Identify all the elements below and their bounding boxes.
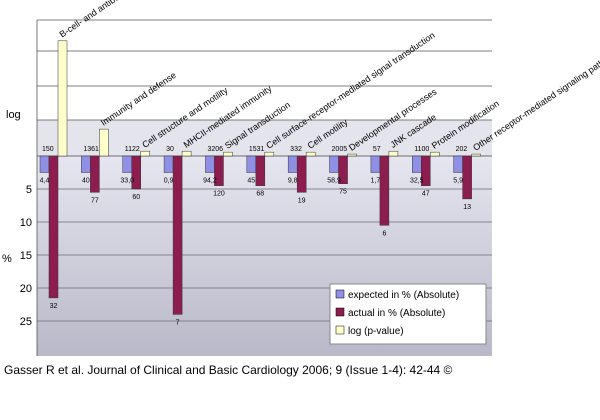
legend-label-expected: expected in % (Absolute) <box>348 290 459 301</box>
expected-label: 1,7 <box>371 178 381 185</box>
expected-label: 5,9 <box>453 178 463 185</box>
actual-label: 120 <box>213 191 225 198</box>
bar-expected <box>287 155 298 173</box>
bar-log-pvalue <box>471 153 481 157</box>
actual-label: 6 <box>382 230 386 237</box>
bar-log-pvalue <box>430 151 440 157</box>
bar-marks <box>39 40 481 315</box>
actual-label: 32 <box>50 303 58 310</box>
bar-expected <box>246 155 257 173</box>
bar-expected <box>39 155 50 173</box>
bar-actual <box>172 155 183 315</box>
actual-label: 19 <box>298 197 306 204</box>
bar-actual <box>131 155 141 190</box>
bar-log-pvalue <box>181 150 192 157</box>
bar-actual <box>214 155 224 186</box>
count-label: 1100 <box>414 146 429 153</box>
y-label-top: log <box>6 109 21 121</box>
bar-actual <box>296 155 307 193</box>
count-label: 1531 <box>249 146 265 153</box>
y-tick-label: 15 <box>20 250 32 262</box>
expected-label: 4,4 <box>40 178 50 185</box>
count-label: 2005 <box>332 146 348 153</box>
y-label-bottom: % <box>2 253 12 265</box>
legend-box <box>329 283 487 345</box>
count-label: 202 <box>456 146 468 153</box>
legend-swatch-log <box>335 325 345 335</box>
figure-caption: Gasser R et al. Journal of Clinical and … <box>4 363 453 377</box>
legend-label-actual: actual in % (Absolute) <box>348 308 445 319</box>
legend-label-log: log (p-value) <box>348 326 404 337</box>
bar-log-pvalue <box>305 151 316 157</box>
actual-label: 68 <box>256 191 264 198</box>
count-label: 332 <box>290 146 302 153</box>
bar-expected <box>370 155 381 173</box>
actual-label: 7 <box>176 319 180 326</box>
y-tick-label: 10 <box>20 217 32 229</box>
actual-label: 77 <box>91 197 99 204</box>
category-label: Immunity and defense <box>99 70 178 128</box>
count-label: 150 <box>42 146 54 153</box>
legend-swatch-expected <box>335 289 345 299</box>
count-label: 3206 <box>207 146 223 153</box>
bar-expected <box>205 155 215 173</box>
bar-actual <box>421 155 431 186</box>
count-label: 1361 <box>83 146 99 153</box>
expected-label: 45 <box>247 178 255 185</box>
expected-label: 0,9 <box>164 178 174 185</box>
y-tick-label: 25 <box>20 316 32 328</box>
expected-label: 9,8 <box>288 178 298 185</box>
y-tick-label: 5 <box>26 184 32 196</box>
expected-label: 33,0 <box>120 178 134 185</box>
bar-actual <box>90 155 100 193</box>
expected-label: 32,5 <box>410 178 424 185</box>
bar-actual <box>379 155 390 226</box>
expected-label: 40 <box>82 178 90 185</box>
expected-label: 58,9 <box>327 178 341 185</box>
axes: log % 5 10 15 20 25 <box>2 109 32 328</box>
bar-log-pvalue <box>223 151 233 157</box>
bar-expected <box>329 155 339 173</box>
legend-swatch-actual <box>335 307 345 317</box>
bar-expected <box>81 155 91 173</box>
legend: expected in % (Absolute) actual in % (Ab… <box>329 283 487 345</box>
category-label: Other receptor-mediated signaling pathwa… <box>471 48 600 153</box>
actual-label: 75 <box>339 189 347 196</box>
bar-log-pvalue <box>140 150 150 157</box>
count-label: 57 <box>373 146 381 153</box>
bar-expected <box>163 155 174 173</box>
bar-actual <box>338 155 348 184</box>
bar-expected <box>122 155 132 173</box>
bar-log-pvalue <box>99 128 109 157</box>
actual-label: 13 <box>463 204 471 211</box>
bar-log-pvalue <box>388 150 399 157</box>
bar-expected <box>412 155 422 173</box>
actual-label: 47 <box>422 191 430 198</box>
bar-actual <box>462 155 472 200</box>
y-tick-label: 20 <box>20 283 32 295</box>
bar-log-pvalue <box>57 40 68 157</box>
bar-log-pvalue <box>347 153 357 157</box>
expected-label: 94,2 <box>203 178 217 185</box>
bar-actual <box>48 155 59 299</box>
bar-actual <box>255 155 266 186</box>
actual-label: 60 <box>132 194 140 201</box>
count-label: 30 <box>166 146 174 153</box>
bar-log-pvalue <box>264 151 275 157</box>
count-label: 1122 <box>125 146 140 153</box>
bar-expected <box>453 155 463 173</box>
